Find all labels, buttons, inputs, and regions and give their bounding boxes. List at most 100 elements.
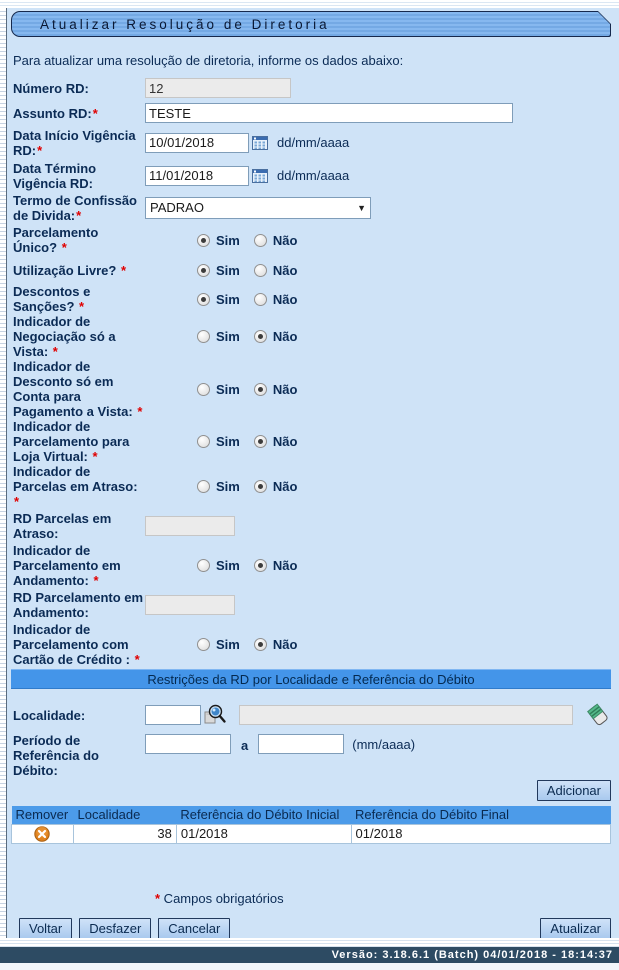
radio-button-icon[interactable] <box>253 264 267 277</box>
radio-button-icon[interactable] <box>253 382 267 396</box>
radio-button-icon[interactable] <box>197 382 210 396</box>
radio-button-icon[interactable] <box>197 480 210 493</box>
radio-option-nao[interactable]: Não <box>253 434 297 449</box>
field-label: Termo de Confissão de Divida:* <box>13 192 138 223</box>
intro-text: Para atualizar uma resolução de diretori… <box>13 53 404 68</box>
radio-option-sim[interactable]: Sim <box>197 292 240 307</box>
radio-option-nao[interactable]: Não <box>253 233 297 248</box>
atualizar-button[interactable]: Atualizar <box>540 918 611 939</box>
radio-option-sim[interactable]: Sim <box>197 263 240 278</box>
required-mark: * <box>155 891 161 906</box>
radio-option-sim[interactable]: Sim <box>197 382 240 397</box>
form-row-parcelamento-andamento: Indicador de Parcelamento em Andamento: … <box>11 543 611 588</box>
radio-button-icon[interactable] <box>253 330 267 343</box>
radio-button-icon[interactable] <box>197 292 210 306</box>
radio-group-cartao-credito: Sim Não <box>197 637 311 652</box>
form-row-parcelamento-unico: Parcelamento Único? * Sim Não <box>11 223 611 257</box>
form-row-rd-parcelas-atraso: RD Parcelas em Atraso: <box>11 509 611 543</box>
radio-option-sim[interactable]: Sim <box>197 637 240 652</box>
date-format-hint: dd/mm/aaaa <box>277 135 350 150</box>
localidade-input[interactable] <box>145 705 201 725</box>
required-mark: * <box>76 207 82 223</box>
form-row-utilizacao-livre: Utilização Livre? * Sim Não <box>11 257 611 284</box>
radio-option-sim[interactable]: Sim <box>197 233 240 248</box>
radio-option-nao[interactable]: Não <box>253 558 297 573</box>
page-title: Atualizar Resolução de Diretoria <box>40 16 330 32</box>
field-label: Indicador de Parcelamento para Loja Virt… <box>13 419 130 464</box>
calendar-icon[interactable] <box>252 135 269 151</box>
radio-button-icon[interactable] <box>253 292 267 306</box>
required-fields-note: * Campos obrigatórios <box>155 891 284 906</box>
bottom-button-bar: Voltar Desfazer Cancelar Atualizar <box>19 918 611 939</box>
adicionar-button[interactable]: Adicionar <box>536 780 611 801</box>
periodo-final-input[interactable] <box>258 734 345 754</box>
required-mark: * <box>134 652 140 667</box>
radio-button-icon[interactable] <box>197 638 210 651</box>
calendar-icon[interactable] <box>252 168 269 184</box>
field-label: Indicador de Parcelamento com Cartão de … <box>13 622 140 667</box>
radio-button-icon[interactable] <box>253 233 267 247</box>
radio-option-nao[interactable]: Não <box>253 263 297 278</box>
radio-group-desconto-conta-vista: Sim Não <box>197 382 311 397</box>
form-row-descontos-sancoes: Descontos e Sanções? * Sim Não <box>11 284 611 314</box>
radio-option-sim[interactable]: Sim <box>197 329 240 344</box>
radio-option-sim[interactable]: Sim <box>197 434 240 449</box>
radio-option-nao[interactable]: Não <box>253 329 297 344</box>
cell-ref-inicial: 01/2018 <box>175 823 352 844</box>
form-row-data-termino: Data Término Vigência RD: dd/mm/aaaa <box>11 159 611 192</box>
left-decorative-strip <box>0 8 7 942</box>
field-label: Indicador de Negociação só a Vista: * <box>13 314 116 359</box>
radio-button-icon[interactable] <box>253 435 267 448</box>
localidade-row: Localidade: <box>11 701 611 729</box>
rd-parcelas-atraso-field <box>145 516 235 536</box>
cancelar-button[interactable]: Cancelar <box>158 918 231 939</box>
radio-option-nao[interactable]: Não <box>253 292 297 307</box>
periodo-row: Período de Referência do Débito: a (mm/a… <box>11 733 611 778</box>
version-text: Versão: 3.18.6.1 (Batch) 04/01/2018 - 18… <box>331 949 613 961</box>
radio-option-nao[interactable]: Não <box>253 637 297 652</box>
radio-option-sim[interactable]: Sim <box>197 558 240 573</box>
radio-button-icon[interactable] <box>197 435 210 448</box>
radio-group-descontos-sancoes: Sim Não <box>197 292 311 307</box>
radio-button-icon[interactable] <box>197 330 210 343</box>
required-mark: * <box>92 449 98 464</box>
field-label: Parcelamento Único? * <box>13 225 99 255</box>
radio-button-icon[interactable] <box>253 480 267 493</box>
chevron-down-icon: ▼ <box>357 202 366 213</box>
radio-button-icon[interactable] <box>197 233 210 247</box>
search-icon[interactable] <box>203 703 227 727</box>
col-header-ref-inicial: Referência do Débito Inicial <box>176 806 352 824</box>
assunto-rd-input[interactable] <box>145 103 513 123</box>
radio-button-icon[interactable] <box>197 559 210 572</box>
required-mark: * <box>37 142 43 158</box>
page-title-tab: Atualizar Resolução de Diretoria <box>11 11 611 37</box>
range-separator: a <box>241 738 249 753</box>
periodo-format-hint: (mm/aaaa) <box>352 736 416 752</box>
data-inicio-input[interactable] <box>145 132 249 153</box>
field-label: Descontos e Sanções? * <box>13 284 91 314</box>
form-row-termo-confissao: Termo de Confissão de Divida:* PADRAO ▼ <box>11 192 611 223</box>
periodo-inicial-input[interactable] <box>145 734 231 754</box>
cell-localidade: 38 <box>72 823 177 844</box>
required-mark: * <box>52 344 58 359</box>
eraser-icon[interactable] <box>587 703 609 727</box>
voltar-button[interactable]: Voltar <box>19 918 73 939</box>
termo-confissao-select[interactable]: PADRAO ▼ <box>145 196 371 219</box>
desfazer-button[interactable]: Desfazer <box>79 918 152 939</box>
field-label: Data Início Vigência RD:* <box>13 127 136 158</box>
radio-option-sim[interactable]: Sim <box>197 479 240 494</box>
date-format-hint: dd/mm/aaaa <box>277 168 350 183</box>
radio-button-icon[interactable] <box>197 264 210 277</box>
radio-group-loja-virtual: Sim Não <box>197 434 311 449</box>
field-label: Indicador de Desconto só em Conta para P… <box>13 359 143 419</box>
radio-option-nao[interactable]: Não <box>253 382 297 397</box>
remove-icon[interactable] <box>34 826 51 842</box>
radio-button-icon[interactable] <box>253 559 267 572</box>
radio-button-icon[interactable] <box>253 638 267 651</box>
rd-parcelamento-andamento-field <box>145 595 235 615</box>
pre-footer-stripes <box>0 938 619 947</box>
restrictions-section-header: Restrições da RD por Localidade e Referê… <box>11 669 611 689</box>
col-header-remover: Remover <box>11 806 74 824</box>
data-termino-input[interactable] <box>145 165 249 186</box>
radio-option-nao[interactable]: Não <box>253 479 297 494</box>
